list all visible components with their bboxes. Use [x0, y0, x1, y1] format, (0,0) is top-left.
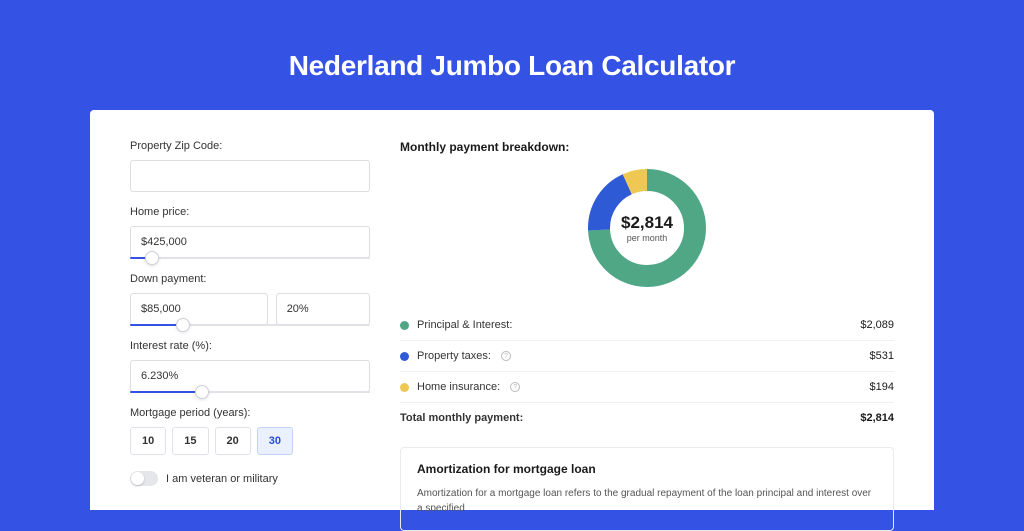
legend-dot — [400, 352, 409, 361]
form-panel: Property Zip Code: Home price: Down paym… — [130, 140, 370, 510]
period-option-15[interactable]: 15 — [172, 427, 208, 455]
legend-value: $531 — [870, 350, 894, 362]
veteran-label: I am veteran or military — [166, 473, 278, 485]
interest-rate-input[interactable] — [130, 360, 370, 392]
period-option-30[interactable]: 30 — [257, 427, 293, 455]
home-price-input[interactable] — [130, 226, 370, 258]
down-payment-label: Down payment: — [130, 273, 370, 285]
down-payment-slider[interactable] — [130, 324, 370, 326]
amortization-title: Amortization for mortgage loan — [417, 462, 877, 476]
home-price-label: Home price: — [130, 206, 370, 218]
legend-value: $194 — [870, 381, 894, 393]
home-price-slider[interactable] — [130, 257, 370, 259]
donut-center-amount: $2,814 — [621, 213, 673, 233]
legend-label: Property taxes: — [417, 350, 491, 362]
legend-row: Principal & Interest: $2,089 — [400, 310, 894, 341]
interest-rate-slider[interactable] — [130, 391, 370, 393]
mortgage-period-options: 10152030 — [130, 427, 370, 455]
info-icon[interactable]: ? — [501, 351, 511, 361]
veteran-toggle[interactable] — [130, 471, 158, 486]
period-option-20[interactable]: 20 — [215, 427, 251, 455]
zip-label: Property Zip Code: — [130, 140, 370, 152]
down-payment-percent-input[interactable] — [276, 293, 370, 325]
mortgage-period-label: Mortgage period (years): — [130, 407, 370, 419]
page-title: Nederland Jumbo Loan Calculator — [90, 50, 934, 82]
legend-row: Property taxes:? $531 — [400, 341, 894, 372]
legend-row: Home insurance:? $194 — [400, 372, 894, 403]
slider-thumb[interactable] — [176, 318, 190, 332]
info-icon[interactable]: ? — [510, 382, 520, 392]
legend-list: Principal & Interest: $2,089 Property taxe… — [400, 310, 894, 403]
total-label: Total monthly payment: — [400, 412, 523, 424]
zip-input[interactable] — [130, 160, 370, 192]
breakdown-panel: Monthly payment breakdown: $2,814 per mo… — [400, 140, 894, 510]
slider-thumb[interactable] — [195, 385, 209, 399]
breakdown-title: Monthly payment breakdown: — [400, 140, 894, 154]
interest-rate-label: Interest rate (%): — [130, 340, 370, 352]
legend-dot — [400, 383, 409, 392]
period-option-10[interactable]: 10 — [130, 427, 166, 455]
payment-donut-chart: $2,814 per month — [587, 168, 707, 288]
amortization-box: Amortization for mortgage loan Amortizat… — [400, 447, 894, 531]
legend-label: Home insurance: — [417, 381, 500, 393]
legend-dot — [400, 321, 409, 330]
donut-center-sub: per month — [621, 233, 673, 243]
legend-label: Principal & Interest: — [417, 319, 512, 331]
calculator-card: Property Zip Code: Home price: Down paym… — [90, 110, 934, 510]
legend-total-row: Total monthly payment: $2,814 — [400, 403, 894, 433]
down-payment-amount-input[interactable] — [130, 293, 268, 325]
legend-value: $2,089 — [860, 319, 894, 331]
slider-thumb[interactable] — [145, 251, 159, 265]
total-value: $2,814 — [860, 412, 894, 424]
